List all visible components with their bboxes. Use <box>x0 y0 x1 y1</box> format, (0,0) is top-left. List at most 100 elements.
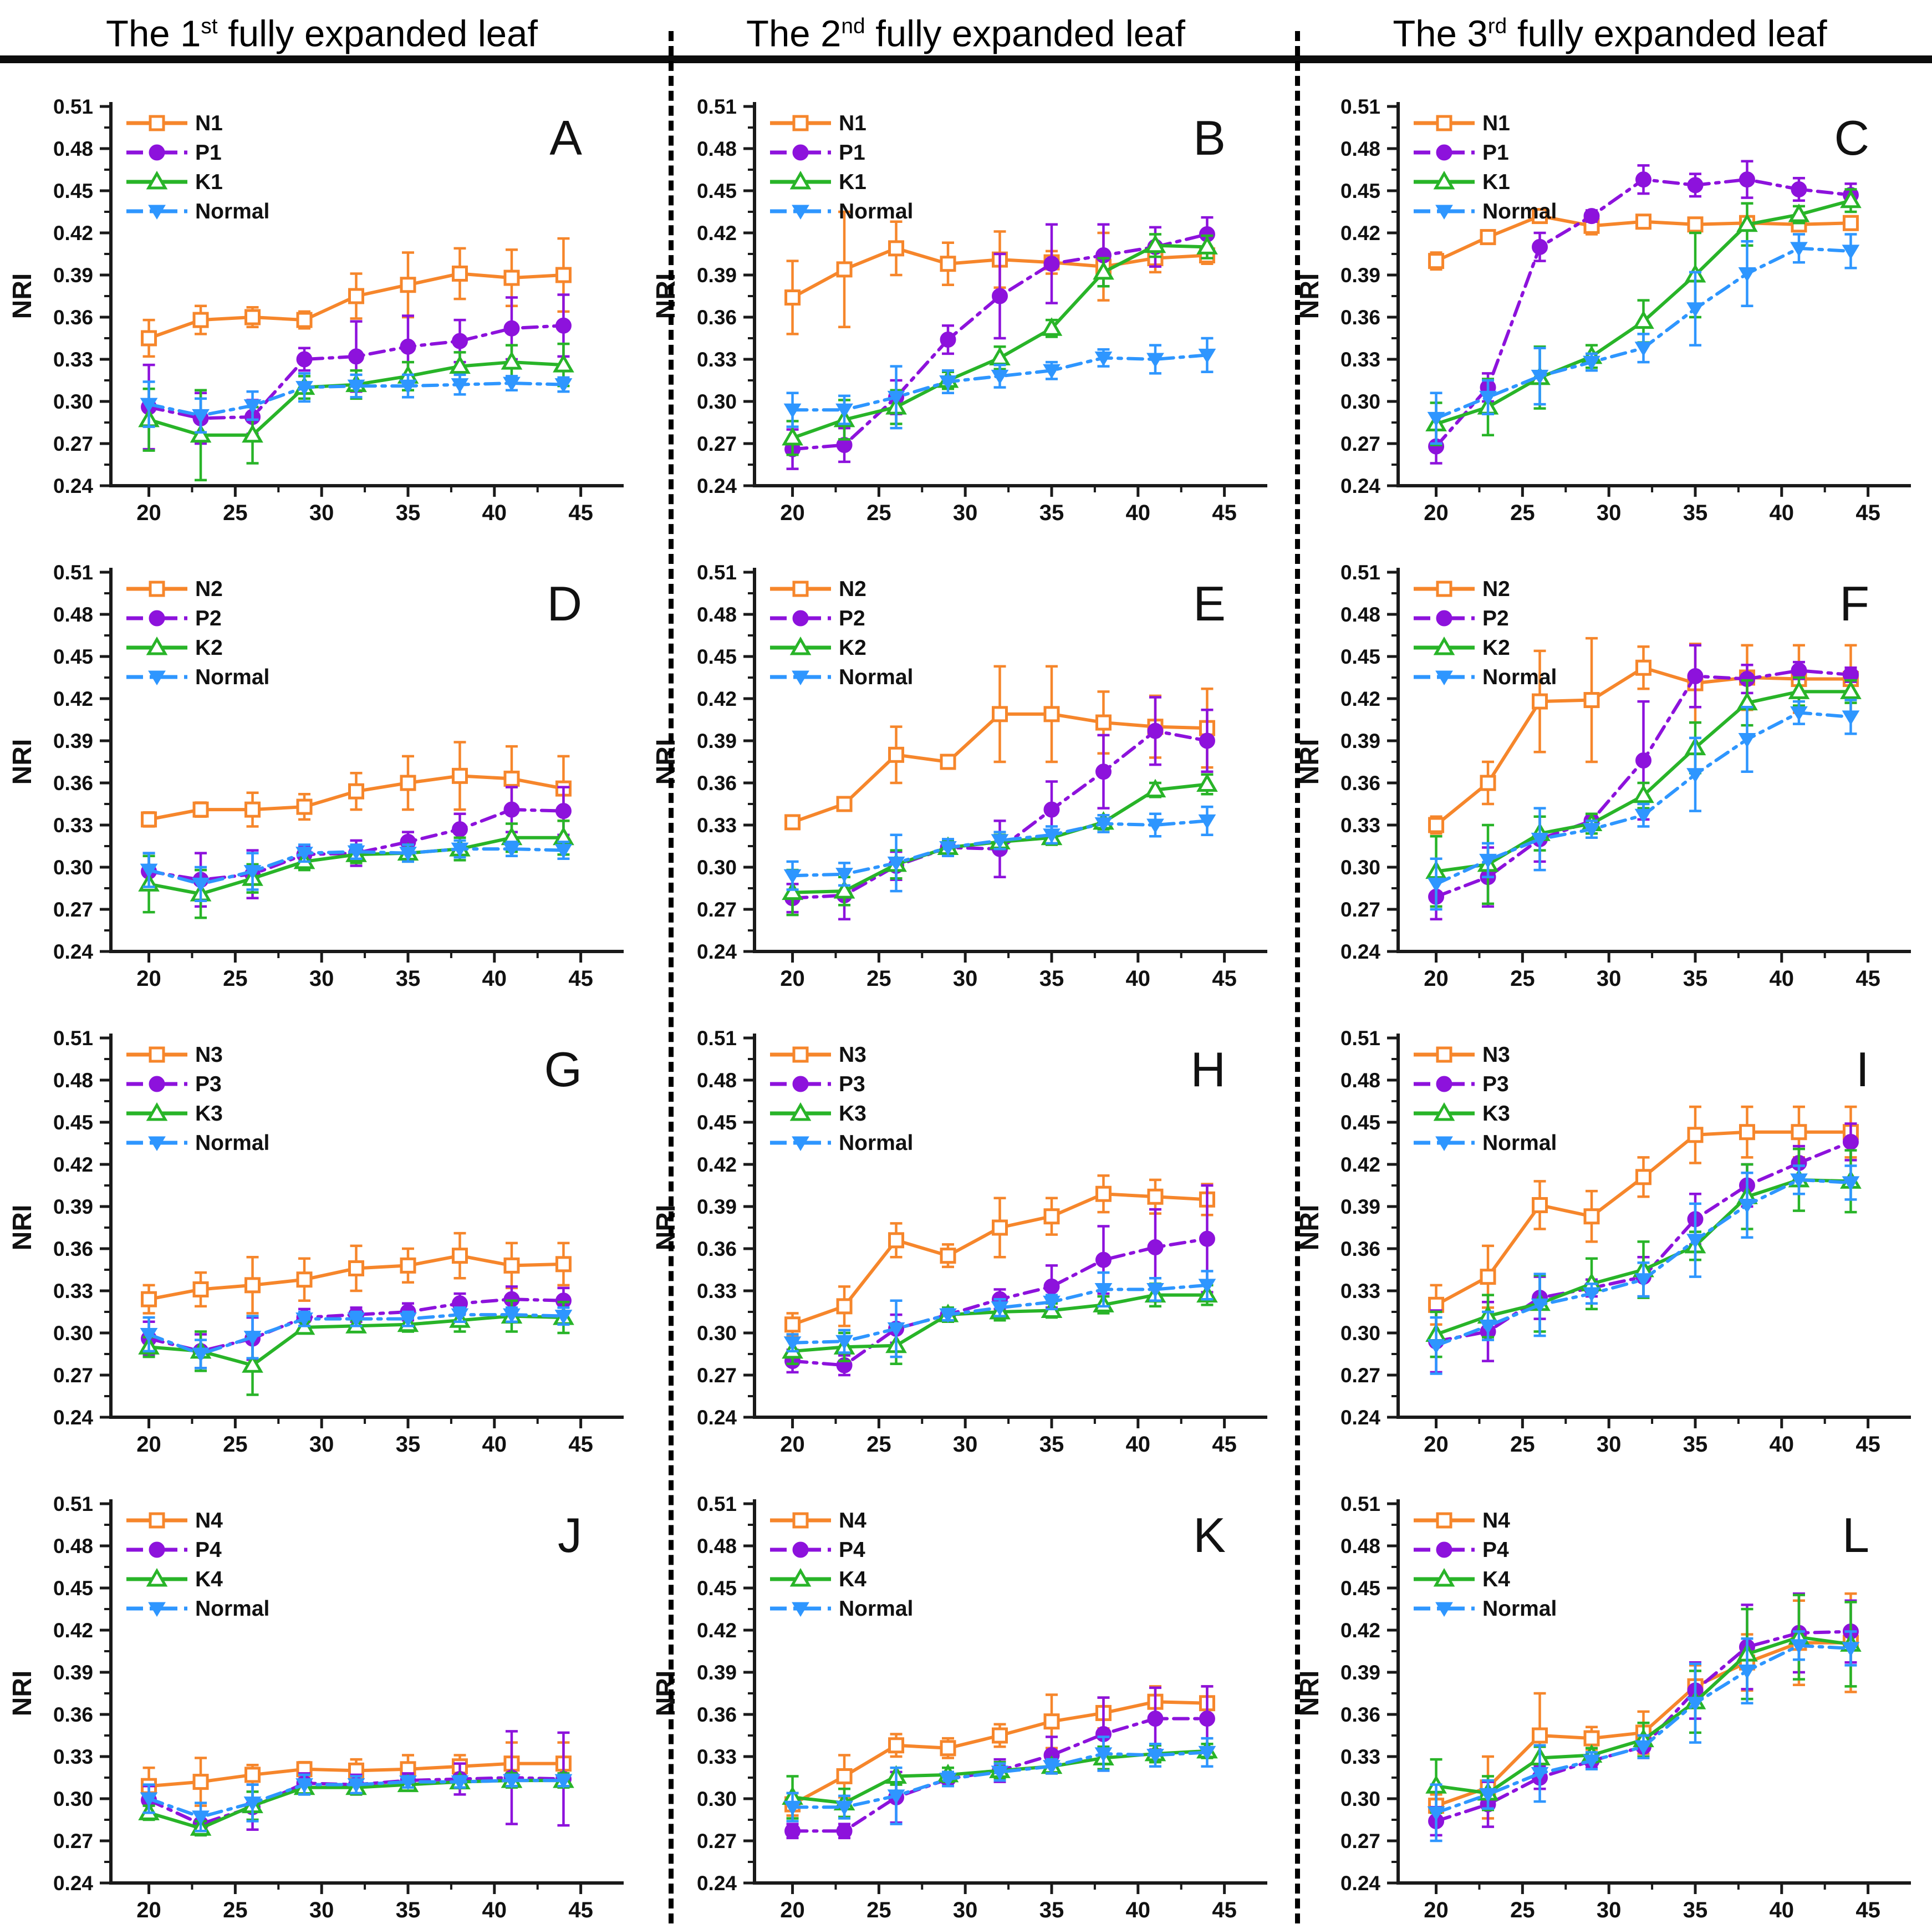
marker-square-open-icon <box>503 770 520 787</box>
y-tick-label: 0.36 <box>697 1703 737 1726</box>
y-tick-label: 0.30 <box>697 856 737 879</box>
y-tick-label: 0.36 <box>1340 1703 1380 1726</box>
marker-triangle-up-icon <box>449 355 471 374</box>
legend-label: P1 <box>839 141 865 165</box>
series-Normal <box>783 1735 1216 1825</box>
y-tick-label: 0.48 <box>697 138 737 160</box>
legend-label: P3 <box>195 1072 222 1096</box>
panel-letter: D <box>547 576 582 631</box>
marker-triangle-up-icon <box>501 351 523 370</box>
legend: N1 P1 K1 Normal <box>1414 111 1557 223</box>
x-tick-label: 25 <box>866 501 891 525</box>
marker-triangle-down-icon <box>1198 348 1216 364</box>
marker-triangle-up-icon <box>553 354 574 373</box>
marker-square-open-icon <box>1043 1713 1060 1730</box>
marker-triangle-down-icon <box>1738 732 1756 748</box>
marker-circle-icon <box>1791 662 1807 679</box>
marker-square-open-icon <box>451 265 468 282</box>
x-tick-label: 40 <box>1770 1432 1795 1457</box>
marker-square-open-icon <box>1095 714 1112 731</box>
y-tick-label: 0.39 <box>53 264 93 287</box>
x-tick-label: 45 <box>1855 1898 1880 1922</box>
marker-triangle-down-icon <box>939 1308 957 1324</box>
marker-square-open-icon <box>149 115 165 131</box>
y-axis-title: NRI <box>651 1671 681 1717</box>
marker-square-open-icon <box>992 706 1008 722</box>
chart-panel-C: 0.24 0.27 0.30 0.33 0.36 0.39 0.42 0.45 0.48 0.51… <box>1287 63 1931 563</box>
marker-triangle-down-icon <box>1043 828 1061 843</box>
x-tick-label: 30 <box>309 501 334 525</box>
x-tick-label: 35 <box>1039 1898 1064 1922</box>
marker-triangle-up-icon <box>1093 261 1114 280</box>
marker-square-open-icon <box>348 288 364 304</box>
marker-square-open-icon <box>1436 1512 1452 1529</box>
y-tick-label: 0.30 <box>53 390 93 413</box>
marker-triangle-up-icon <box>789 1567 812 1587</box>
series-markers <box>140 1308 573 1362</box>
x-tick-label: 35 <box>396 1898 421 1922</box>
x-tick-label: 40 <box>1770 501 1795 525</box>
x-tick-label: 35 <box>1039 966 1064 991</box>
chart-svg-E: 0.24 0.27 0.30 0.33 0.36 0.39 0.42 0.45 0.48 0.51… <box>651 561 1267 1029</box>
marker-triangle-down-icon <box>347 845 365 861</box>
x-tick-label: 30 <box>953 1432 978 1457</box>
marker-triangle-down-icon <box>887 1322 905 1337</box>
y-tick-label: 0.36 <box>697 1238 737 1260</box>
legend-label: N4 <box>1482 1509 1510 1533</box>
marker-square-open-icon <box>1635 659 1651 676</box>
marker-square-open-icon <box>940 1248 956 1264</box>
y-axis-title: NRI <box>8 739 37 785</box>
legend: N1 P1 K1 Normal <box>770 111 913 223</box>
x-tick-label: 25 <box>223 966 248 991</box>
series-line <box>147 324 565 420</box>
x-axis-ticks: 20 25 30 35 40 45 <box>780 1417 1237 1457</box>
marker-triangle-down-icon <box>140 1792 158 1807</box>
legend: N2 P2 K2 Normal <box>126 577 269 689</box>
marker-triangle-down-icon <box>1479 390 1497 406</box>
x-tick-label: 45 <box>1855 966 1880 991</box>
marker-circle-icon <box>149 610 165 627</box>
y-axis-title: NRI <box>8 273 37 319</box>
x-tick-label: 45 <box>1855 501 1880 525</box>
y-tick-label: 0.36 <box>1340 306 1380 329</box>
x-axis-ticks: 20 25 30 35 40 45 <box>1424 1883 1880 1922</box>
marker-triangle-down-icon <box>503 842 521 858</box>
marker-triangle-down-icon <box>554 1310 573 1325</box>
marker-triangle-up-icon <box>1196 236 1218 255</box>
marker-triangle-down-icon <box>148 1136 166 1151</box>
marker-square-open-icon <box>1687 216 1704 233</box>
y-tick-label: 0.39 <box>697 730 737 752</box>
x-tick-label: 45 <box>1855 1432 1880 1457</box>
marker-circle-icon <box>1635 752 1651 768</box>
marker-circle-icon <box>555 317 572 334</box>
marker-triangle-down-icon <box>1738 1664 1756 1679</box>
chart-panel-F: 0.24 0.27 0.30 0.33 0.36 0.39 0.42 0.45 0.48 0.51… <box>1287 529 1931 1029</box>
x-tick-label: 45 <box>1212 966 1237 991</box>
y-tick-label: 0.30 <box>1340 1788 1380 1810</box>
y-tick-label: 0.39 <box>1340 730 1380 752</box>
chart-svg-L: 0.24 0.27 0.30 0.33 0.36 0.39 0.42 0.45 0.48 0.51… <box>1295 1493 1911 1922</box>
marker-square-open-icon <box>451 1248 468 1264</box>
chart-panel-G: 0.24 0.27 0.30 0.33 0.36 0.39 0.42 0.45 0.48 0.51… <box>0 995 644 1494</box>
marker-circle-icon <box>555 803 572 820</box>
legend-label: K4 <box>1482 1567 1510 1591</box>
marker-circle-icon <box>1687 668 1704 684</box>
y-tick-label: 0.33 <box>53 814 93 837</box>
marker-circle-icon <box>149 144 165 161</box>
marker-triangle-down-icon <box>347 379 365 395</box>
y-tick-label: 0.24 <box>697 1872 737 1895</box>
series-Normal <box>1427 233 1860 445</box>
x-tick-label: 35 <box>396 501 421 525</box>
chart-svg-A: 0.24 0.27 0.30 0.33 0.36 0.39 0.42 0.45 0.48 0.51… <box>8 95 624 563</box>
series-markers <box>1427 1173 1860 1354</box>
series-line <box>147 381 565 418</box>
marker-triangle-down-icon <box>1146 1282 1164 1298</box>
marker-triangle-down-icon <box>503 1308 521 1324</box>
y-tick-label: 0.33 <box>1340 1745 1380 1768</box>
axes <box>1396 568 1911 953</box>
marker-triangle-down-icon <box>1427 1806 1445 1821</box>
chart-svg-F: 0.24 0.27 0.30 0.33 0.36 0.39 0.42 0.45 0.48 0.51… <box>1295 561 1911 1029</box>
axes <box>1396 1499 1911 1885</box>
legend: N4 P4 K4 Normal <box>1414 1509 1557 1621</box>
y-tick-label: 0.51 <box>53 1493 93 1515</box>
